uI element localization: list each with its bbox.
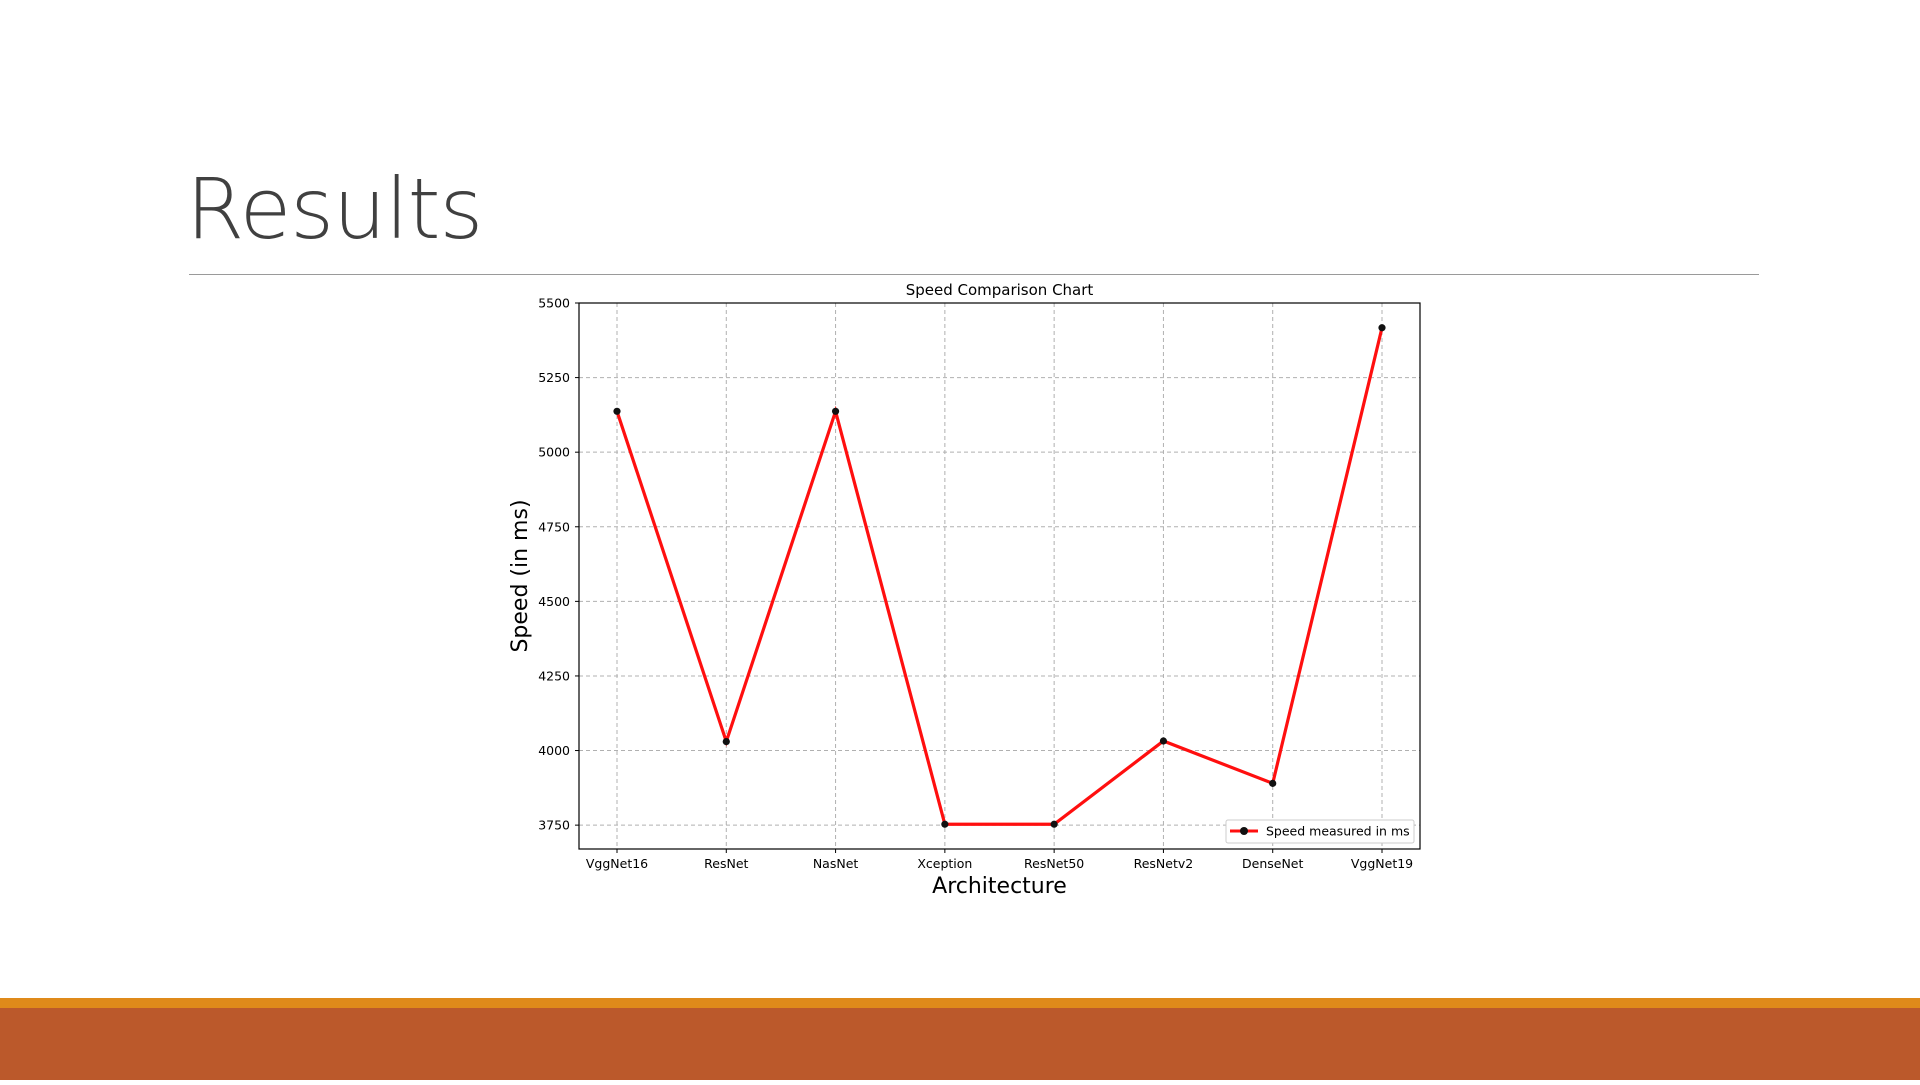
series-layer [613,324,1386,828]
data-point [1269,779,1277,787]
data-point [722,737,730,746]
chart-title: Speed Comparison Chart [906,281,1094,299]
x-tick-label: ResNetv2 [1134,856,1194,871]
plot-frame [578,302,1421,850]
x-tick-label: DenseNet [1242,856,1303,871]
x-tick-label: NasNet [813,856,859,871]
y-tick-label: 5000 [538,445,570,460]
legend-marker-sample [1240,827,1248,835]
data-point [1050,820,1058,828]
data-point [941,820,949,828]
footer-band [0,1008,1920,1080]
legend-box [1225,819,1415,844]
slide-title: Results [186,160,483,258]
y-tick-label: 4750 [538,519,570,534]
y-tick-label: 5500 [538,296,570,311]
x-tick-label: ResNet50 [1024,856,1084,871]
y-tick-label: 5250 [538,370,570,385]
footer-accent-stripe [0,998,1920,1008]
legend: Speed measured in ms [1225,819,1415,844]
x-axis-label: Architecture [932,874,1067,899]
data-point [613,407,621,415]
ticks-layer: VggNet16 ResNet NasNet Xception ResNet50 ResN… [538,296,1413,872]
x-tick-label: VggNet19 [1351,856,1413,871]
x-tick-label: VggNet16 [586,856,648,871]
y-tick-label: 3750 [538,818,570,833]
data-point [831,407,840,415]
series-line [615,327,1384,826]
y-tick-label: 4000 [538,743,570,758]
data-point [1378,324,1386,332]
data-point [1159,737,1168,745]
x-tick-label: ResNet [704,856,748,871]
y-tick-label: 4250 [538,668,570,683]
x-tick-label: Xception [917,856,972,871]
title-divider [189,274,1759,275]
y-axis-label: Speed (in ms) [508,499,533,652]
grid-layer [579,302,1420,849]
y-tick-label: 4500 [538,594,570,609]
legend-label: Speed measured in ms [1266,824,1410,839]
